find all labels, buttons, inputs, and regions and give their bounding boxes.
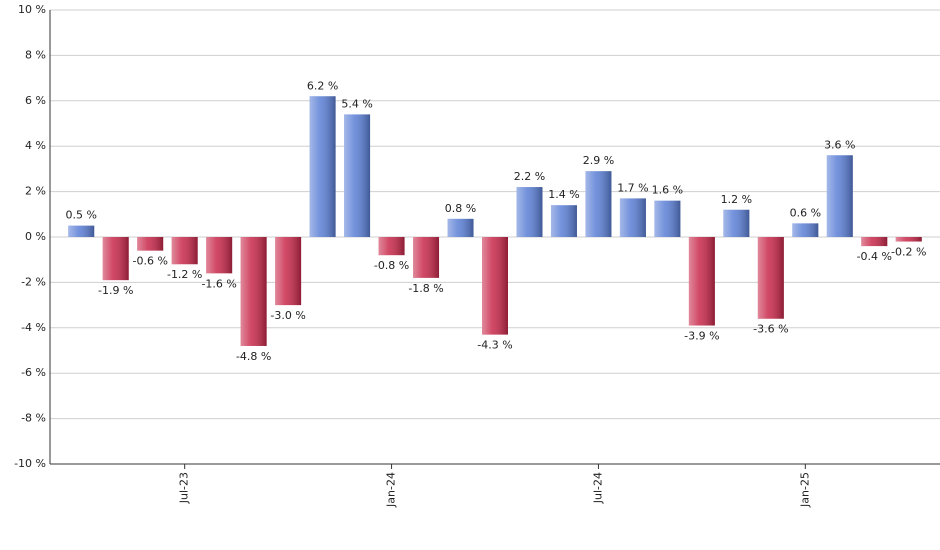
value-label: 1.6 % — [652, 184, 683, 197]
bar-shade — [688, 237, 715, 326]
bar-shade — [344, 114, 371, 237]
bar-shade — [482, 237, 508, 335]
value-label: 2.9 % — [583, 154, 614, 167]
bar-shade — [137, 237, 164, 251]
bar-shade — [723, 209, 750, 237]
y-tick-label: 8 % — [25, 48, 46, 61]
value-label: -3.9 % — [684, 330, 719, 343]
y-tick-label: 0 % — [25, 230, 46, 243]
value-label: 0.6 % — [790, 206, 821, 219]
value-label: 5.4 % — [341, 97, 372, 110]
bar-shade — [654, 200, 681, 237]
bar-shade — [413, 237, 440, 278]
bar-shade — [826, 155, 853, 237]
value-label: -4.3 % — [477, 339, 512, 352]
bar-shade — [585, 171, 612, 237]
value-label: -3.0 % — [270, 309, 305, 322]
bar-shade — [102, 237, 129, 281]
bar-shade — [68, 225, 95, 237]
y-tick-label: -10 % — [14, 457, 46, 470]
value-label: -1.6 % — [201, 277, 236, 290]
value-label: 6.2 % — [307, 79, 338, 92]
y-tick-label: -4 % — [21, 321, 46, 334]
y-tick-label: 2 % — [25, 185, 46, 198]
value-label: 1.7 % — [617, 181, 648, 194]
bar-shade — [757, 237, 784, 319]
value-label: 3.6 % — [824, 138, 855, 151]
bar-shade — [861, 237, 888, 247]
y-tick-label: 4 % — [25, 139, 46, 152]
y-tick-label: -6 % — [21, 366, 46, 379]
value-label: -4.8 % — [236, 350, 271, 363]
value-label: -0.2 % — [891, 246, 926, 259]
x-tick-label: Jan-24 — [385, 472, 398, 508]
bar-shade — [240, 237, 267, 346]
bar-shade — [792, 223, 819, 237]
bar-shade — [309, 96, 336, 237]
bar-shade — [895, 237, 922, 242]
value-label: -0.6 % — [132, 255, 167, 268]
y-tick-label: -2 % — [21, 275, 46, 288]
y-tick-label: 10 % — [18, 3, 46, 16]
bar-shade — [550, 205, 577, 237]
bar-shade — [516, 187, 543, 237]
bar-shade — [447, 218, 474, 237]
value-label: 0.5 % — [66, 209, 97, 222]
value-label: -1.2 % — [167, 268, 202, 281]
value-label: 2.2 % — [514, 170, 545, 183]
bar-shade — [619, 198, 646, 237]
y-tick-label: 6 % — [25, 94, 46, 107]
value-label: -1.9 % — [98, 284, 133, 297]
bar-shade — [206, 237, 233, 274]
bar-shade — [171, 237, 198, 265]
value-label: -3.6 % — [753, 323, 788, 336]
value-label: -1.8 % — [408, 282, 443, 295]
value-label: -0.8 % — [374, 259, 409, 272]
value-label: -0.4 % — [857, 250, 892, 263]
value-label: 0.8 % — [445, 202, 476, 215]
value-label: 1.2 % — [721, 193, 752, 206]
y-tick-label: -8 % — [21, 412, 46, 425]
x-tick-label: Jan-25 — [798, 472, 811, 508]
value-label: 1.4 % — [548, 188, 579, 201]
x-tick-label: Jul-24 — [591, 472, 604, 504]
bar-shade — [275, 237, 302, 306]
bar-shade — [378, 237, 405, 256]
x-tick-label: Jul-23 — [178, 472, 191, 504]
